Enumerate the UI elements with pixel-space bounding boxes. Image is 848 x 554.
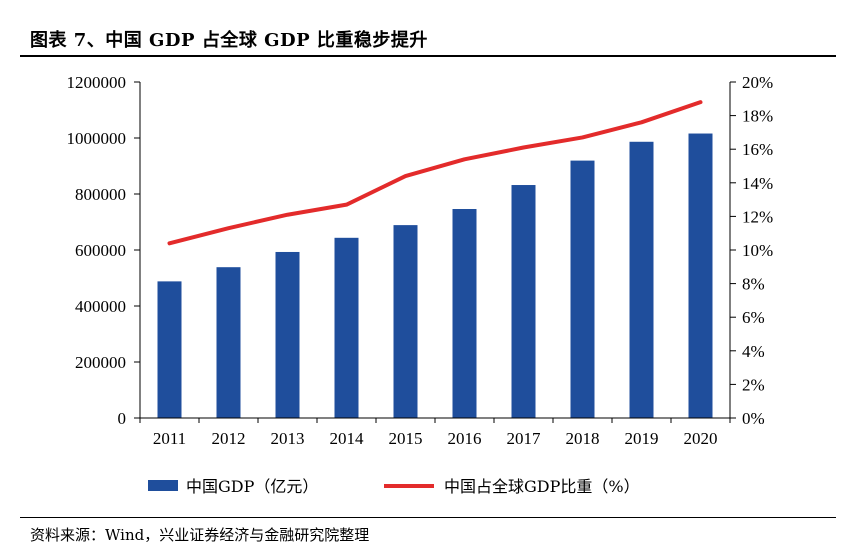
x-tick-label-2019: 2019 [625, 429, 659, 448]
title-rule [20, 55, 836, 57]
left-tick-label: 600000 [75, 241, 126, 260]
right-tick-label: 16% [742, 140, 773, 159]
right-tick-label: 2% [742, 375, 765, 394]
x-tick-label-2015: 2015 [389, 429, 423, 448]
left-tick-label: 200000 [75, 353, 126, 372]
legend-swatch-bar [148, 480, 178, 491]
bar-2014 [334, 237, 359, 418]
right-tick-label: 0% [742, 409, 765, 428]
x-tick-label-2020: 2020 [684, 429, 718, 448]
right-tick-label: 14% [742, 174, 773, 193]
x-tick-label-2017: 2017 [507, 429, 542, 448]
bar-2017 [511, 185, 536, 418]
x-tick-label-2011: 2011 [153, 429, 186, 448]
left-tick-label: 1000000 [67, 129, 127, 148]
x-tick-label-2012: 2012 [212, 429, 246, 448]
right-tick-label: 8% [742, 275, 765, 294]
bar-2018 [570, 160, 595, 418]
x-tick-label-2018: 2018 [566, 429, 600, 448]
bar-2013 [275, 251, 300, 418]
right-tick-label: 12% [742, 207, 773, 226]
x-tick-label-2013: 2013 [271, 429, 305, 448]
left-tick-label: 800000 [75, 185, 126, 204]
legend-label-bar: 中国GDP（亿元） [186, 477, 318, 496]
bar-2019 [629, 141, 654, 418]
left-tick-label: 1200000 [67, 73, 127, 92]
right-tick-label: 4% [742, 342, 765, 361]
bar-2016 [452, 209, 477, 418]
share-line [167, 100, 703, 246]
source-rule [20, 517, 836, 518]
left-tick-label: 0 [118, 409, 127, 428]
legend-label-line: 中国占全球GDP比重（%） [444, 477, 640, 496]
bar-2012 [216, 267, 241, 418]
source-note: 资料来源：Wind，兴业证券经济与金融研究院整理 [30, 526, 370, 544]
right-tick-label: 18% [742, 107, 773, 126]
x-tick-label-2014: 2014 [330, 429, 365, 448]
x-tick-label-2016: 2016 [448, 429, 482, 448]
right-tick-label: 10% [742, 241, 773, 260]
bar-2020 [688, 133, 713, 418]
bar-2011 [157, 281, 182, 418]
right-tick-label: 6% [742, 308, 765, 327]
left-tick-label: 400000 [75, 297, 126, 316]
chart-title: 图表 7、中国 GDP 占全球 GDP 比重稳步提升 [30, 30, 428, 51]
bar-2015 [393, 225, 418, 418]
right-tick-label: 20% [742, 73, 773, 92]
